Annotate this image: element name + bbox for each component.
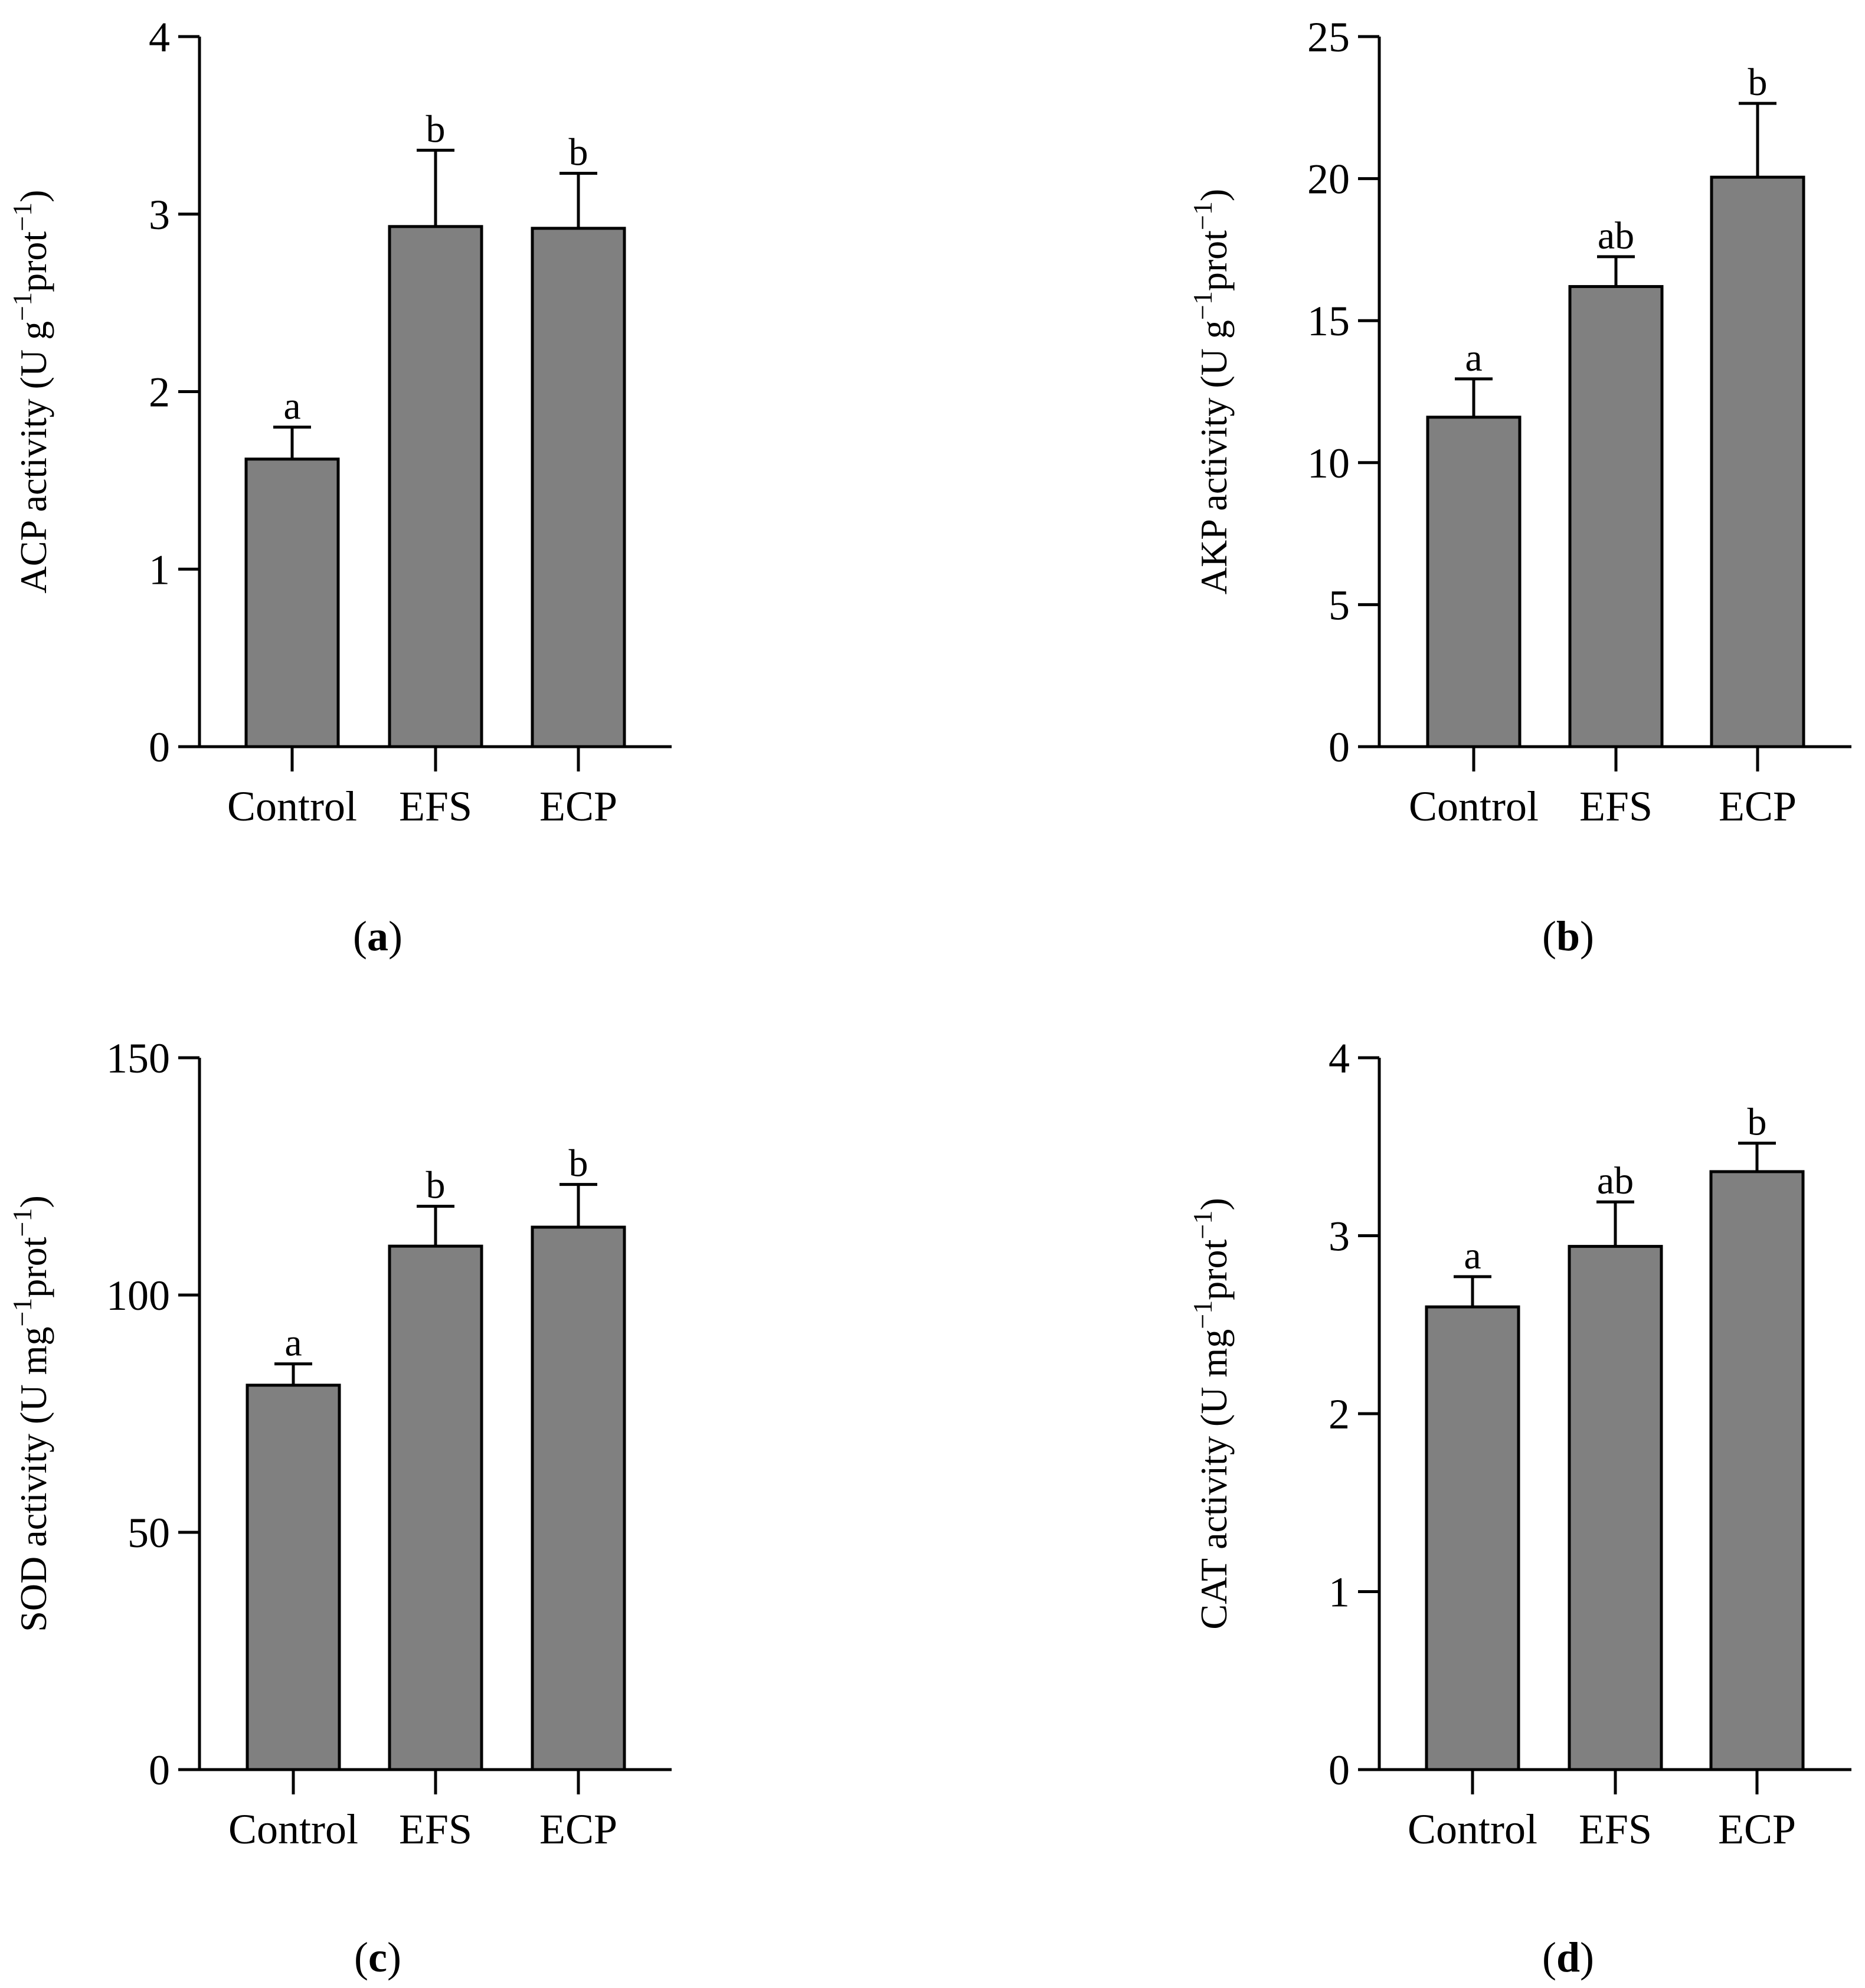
significance-letter: b [1748,1101,1767,1144]
chart-panel-a: a Control b EFS b ECP 0 1 2 3 4 ACP activity (U g−1… [7,14,672,960]
bar-ecp [531,227,626,748]
x-tick-label: EFS [1579,1806,1652,1853]
panel-label: (b) [1542,913,1594,960]
bar-efs [388,1244,483,1771]
y-tick-label: 25 [1307,14,1350,61]
y-tick-label: 100 [106,1272,170,1319]
bar-efs [1568,1245,1663,1771]
significance-letter: b [569,1142,588,1185]
x-tick-label: Control [1408,1806,1537,1853]
y-tick-label: 20 [1307,156,1350,203]
x-tick-label: EFS [1579,783,1653,830]
significance-letter: b [569,131,588,174]
y-tick-label: 1 [1329,1569,1350,1616]
y-tick-label: 0 [1329,724,1350,771]
chart-panel-d: a Control ab EFS b ECP 0 1 2 3 4 CAT activity (U mg… [1187,1035,1851,1981]
y-tick-label: 0 [1329,1747,1350,1794]
bar-ecp [1710,175,1805,748]
x-tick-label: ECP [1718,1806,1796,1853]
x-tick-label: EFS [399,783,472,830]
bar-control [244,457,340,748]
significance-letter: a [1465,336,1482,380]
x-tick-label: Control [1409,783,1539,830]
chart-panel-b: a Control ab EFS b ECP 0 5 10 15 20 25 AKP activity … [1187,14,1851,960]
y-axis-label: SOD activity (U mg−1prot−1) [7,1195,55,1632]
bar-control [246,1384,341,1771]
bar-ecp [531,1225,626,1771]
significance-letter: b [1748,61,1768,104]
y-tick-label: 3 [1329,1213,1350,1260]
y-tick-label: 3 [149,191,170,238]
y-tick-label: 50 [127,1509,170,1557]
bar-efs [388,225,483,748]
y-tick-label: 15 [1307,297,1350,345]
y-axis-label: CAT activity (U mg−1prot−1) [1187,1198,1235,1629]
chart-panel-c: a Control b EFS b ECP 0 50 100 150 SOD activity (U… [7,1035,672,1981]
y-tick-label: 1 [149,546,170,593]
significance-letter: a [283,385,300,428]
bar-control [1426,416,1522,748]
y-axis-label: AKP activity (U g−1prot−1) [1187,189,1235,594]
y-tick-label: 2 [149,369,170,416]
x-tick-label: EFS [399,1806,472,1853]
significance-letter: a [284,1322,302,1365]
panel-label: (a) [353,913,403,960]
bar-control [1425,1305,1520,1771]
y-tick-label: 10 [1307,440,1350,487]
y-tick-label: 0 [149,1747,170,1794]
y-tick-label: 4 [1329,1035,1350,1082]
significance-letter: a [1464,1234,1481,1277]
x-tick-label: ECP [539,783,617,830]
y-tick-label: 150 [106,1035,170,1082]
significance-letter: b [426,107,446,151]
x-tick-label: ECP [539,1806,617,1853]
significance-letter: b [426,1164,446,1207]
significance-letter: ab [1598,214,1634,257]
bar-ecp [1709,1170,1805,1771]
y-tick-label: 2 [1329,1391,1350,1438]
x-tick-label: Control [228,1806,358,1853]
significance-letter: ab [1597,1159,1634,1202]
y-tick-label: 4 [149,14,170,61]
y-axis-label: ACP activity (U g−1prot−1) [7,190,55,594]
x-tick-label: ECP [1719,783,1797,830]
panel-label: (d) [1542,1934,1594,1981]
y-tick-label: 5 [1329,581,1350,629]
bar-efs [1568,285,1664,748]
panel-label: (c) [354,1934,401,1981]
y-tick-label: 0 [149,724,170,771]
x-tick-label: Control [227,783,357,830]
